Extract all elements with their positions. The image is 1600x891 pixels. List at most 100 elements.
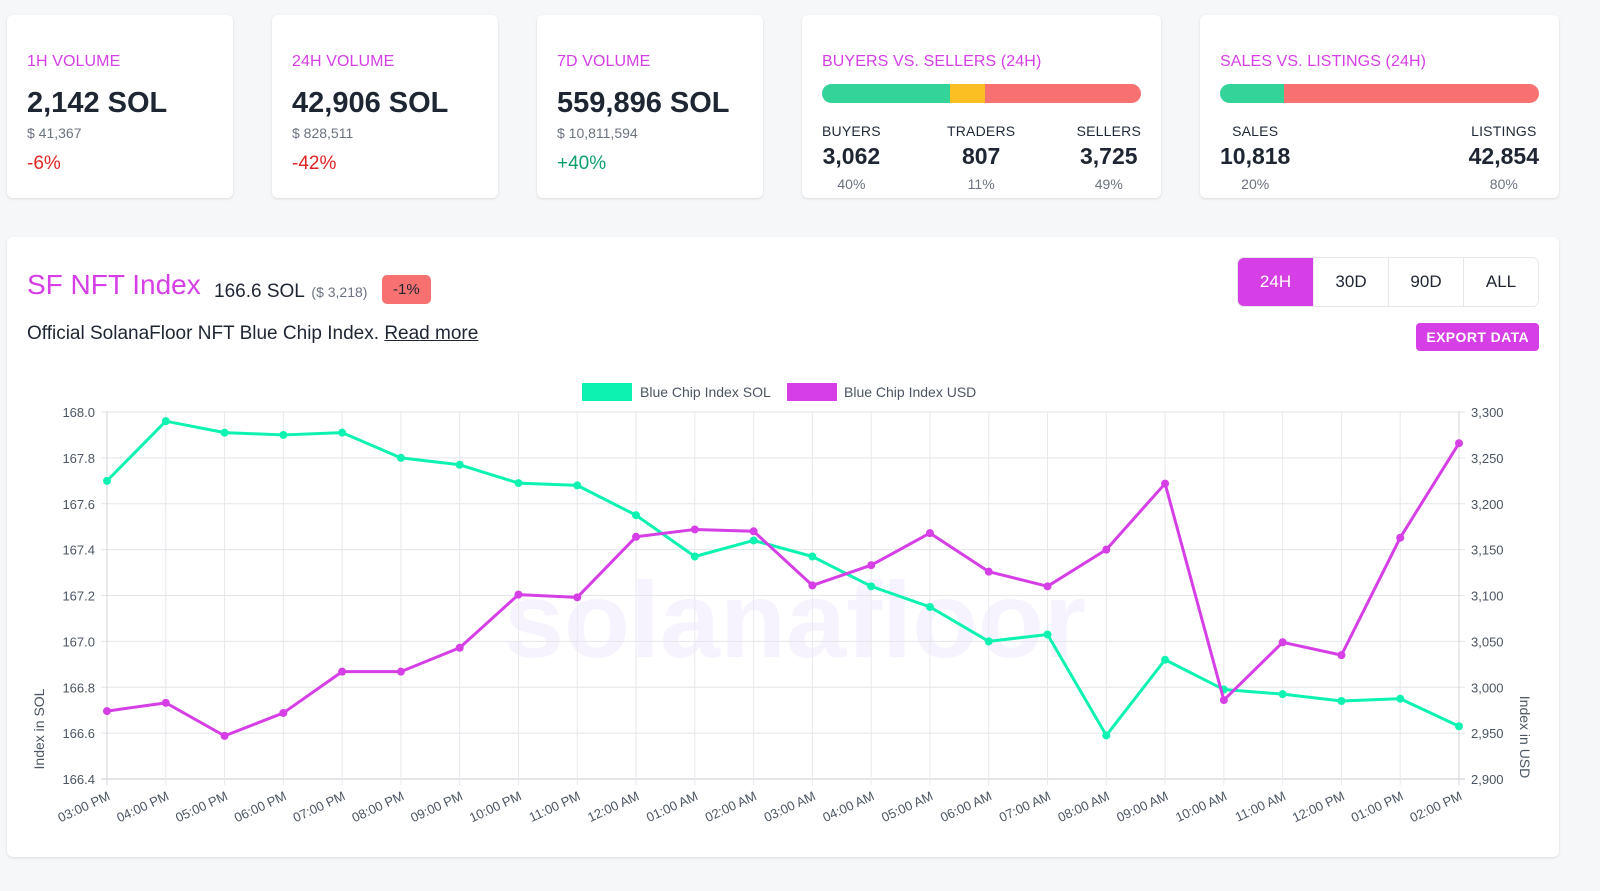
- stat-card-1h-volume: 1H VOLUME 2,142 SOL $ 41,367 -6%: [7, 15, 233, 198]
- sellers-label: SELLERS: [1076, 123, 1141, 139]
- buyers-label: BUYERS: [822, 123, 881, 139]
- y-tick-label-left: 167.0: [62, 634, 95, 649]
- data-point-sol[interactable]: [984, 637, 993, 646]
- data-point-sol[interactable]: [103, 476, 111, 485]
- data-point-sol[interactable]: [1455, 722, 1463, 731]
- y-tick-label-right: 3,150: [1471, 543, 1504, 558]
- x-tick-label: 05:00 AM: [879, 788, 935, 825]
- buyers-pct: 40%: [837, 176, 866, 192]
- data-point-usd[interactable]: [338, 667, 347, 676]
- y-tick-label-left: 167.2: [62, 589, 95, 604]
- index-title: SF NFT Index: [27, 269, 201, 300]
- traders-segment: [949, 84, 985, 103]
- range-button-all[interactable]: ALL: [1463, 258, 1538, 306]
- data-point-usd[interactable]: [1043, 582, 1052, 591]
- data-point-usd[interactable]: [1102, 545, 1111, 554]
- data-point-usd[interactable]: [161, 698, 170, 707]
- time-range-selector: 24H 30D 90D ALL: [1237, 257, 1539, 307]
- data-point-usd[interactable]: [220, 731, 229, 740]
- y-tick-label-right: 3,000: [1471, 680, 1504, 695]
- buyers-value: 3,062: [822, 143, 881, 169]
- data-point-sol[interactable]: [925, 602, 934, 611]
- data-point-sol[interactable]: [573, 481, 582, 490]
- index-line-chart: solanafloor 168.0 167.8 167.6 167.4 167.2 167…: [31, 383, 1533, 825]
- data-point-sol[interactable]: [514, 479, 523, 488]
- data-point-usd[interactable]: [1455, 439, 1463, 448]
- x-tick-label: 04:00 PM: [114, 788, 171, 825]
- traders-column: TRADERS 807 11%: [947, 123, 1015, 192]
- data-point-usd[interactable]: [279, 708, 288, 717]
- data-point-sol[interactable]: [808, 552, 817, 561]
- y-tick-label-left: 166.6: [62, 726, 95, 741]
- index-description-text: Official SolanaFloor NFT Blue Chip Index…: [27, 323, 380, 344]
- data-point-usd[interactable]: [632, 532, 641, 541]
- data-point-sol[interactable]: [632, 511, 641, 520]
- data-point-usd[interactable]: [514, 590, 523, 599]
- x-tick-label: 06:00 PM: [232, 788, 289, 825]
- buyers-vs-sellers-card: BUYERS VS. SELLERS (24H) BUYERS 3,062 40…: [802, 15, 1161, 198]
- data-point-usd[interactable]: [867, 561, 876, 570]
- data-point-sol[interactable]: [279, 430, 288, 439]
- sales-listings-bar: [1220, 84, 1539, 103]
- data-point-sol[interactable]: [1102, 731, 1111, 740]
- series-usd: [103, 439, 1463, 740]
- data-point-sol[interactable]: [749, 536, 758, 545]
- legend-label-usd[interactable]: Blue Chip Index USD: [844, 384, 976, 400]
- data-point-sol[interactable]: [161, 417, 170, 426]
- data-point-usd[interactable]: [1161, 479, 1170, 488]
- range-button-90d[interactable]: 90D: [1388, 258, 1463, 306]
- legend-swatch-usd[interactable]: [787, 383, 837, 401]
- legend-label-sol[interactable]: Blue Chip Index SOL: [640, 384, 771, 400]
- data-point-usd[interactable]: [573, 593, 582, 602]
- listings-label: LISTINGS: [1471, 123, 1537, 139]
- data-point-sol[interactable]: [690, 552, 699, 561]
- data-point-sol[interactable]: [338, 428, 347, 437]
- data-point-usd[interactable]: [396, 667, 405, 676]
- stat-card-7d-volume: 7D VOLUME 559,896 SOL $ 10,811,594 +40%: [537, 15, 763, 198]
- card-title: BUYERS VS. SELLERS (24H): [822, 53, 1042, 70]
- watermark: solanafloor: [504, 559, 1086, 680]
- y-tick-label-left: 166.8: [62, 680, 95, 695]
- data-point-usd[interactable]: [1278, 638, 1287, 647]
- sales-column: SALES 10,818 20%: [1220, 123, 1290, 192]
- data-point-usd[interactable]: [1219, 696, 1228, 705]
- data-point-sol[interactable]: [1043, 630, 1052, 639]
- y-tick-label-left: 167.6: [62, 497, 95, 512]
- y-axis-left: 168.0 167.8 167.6 167.4 167.2 167.0 166.8 166.6…: [62, 405, 95, 787]
- data-point-usd[interactable]: [984, 567, 993, 576]
- data-point-usd[interactable]: [455, 643, 464, 652]
- x-tick-label: 11:00 AM: [1233, 788, 1288, 824]
- range-button-24h[interactable]: 24H: [1238, 258, 1313, 306]
- index-price-usd: ($ 3,218): [311, 284, 368, 300]
- stat-value: 42,906 SOL: [292, 87, 449, 119]
- stat-usd: $ 10,811,594: [557, 125, 638, 141]
- x-tick-label: 02:00 PM: [1407, 788, 1464, 825]
- range-button-30d[interactable]: 30D: [1313, 258, 1388, 306]
- x-tick-label: 01:00 AM: [644, 788, 700, 825]
- data-point-usd[interactable]: [749, 527, 758, 536]
- data-point-sol[interactable]: [1337, 697, 1346, 706]
- listings-column: LISTINGS 42,854 80%: [1469, 123, 1539, 192]
- export-data-button[interactable]: EXPORT DATA: [1416, 323, 1539, 351]
- data-point-sol[interactable]: [867, 582, 876, 591]
- data-point-usd[interactable]: [925, 529, 934, 538]
- data-point-sol[interactable]: [220, 428, 229, 437]
- x-tick-label: 09:00 PM: [408, 788, 465, 825]
- stat-change: -6%: [27, 153, 61, 174]
- read-more-link[interactable]: Read more: [384, 323, 479, 344]
- data-point-sol[interactable]: [1161, 655, 1170, 664]
- data-point-usd[interactable]: [1337, 651, 1346, 660]
- data-point-usd[interactable]: [1396, 533, 1405, 542]
- y-tick-label-left: 167.8: [62, 451, 95, 466]
- data-point-usd[interactable]: [690, 525, 699, 534]
- data-point-sol[interactable]: [1278, 690, 1287, 699]
- data-point-usd[interactable]: [808, 581, 817, 590]
- chart-series: [103, 417, 1463, 740]
- index-description: Official SolanaFloor NFT Blue Chip Index…: [27, 323, 478, 345]
- data-point-usd[interactable]: [103, 707, 111, 716]
- data-point-sol[interactable]: [396, 453, 405, 462]
- data-point-sol[interactable]: [455, 460, 464, 469]
- data-point-sol[interactable]: [1396, 694, 1405, 703]
- listings-pct: 80%: [1489, 176, 1518, 192]
- legend-swatch-sol[interactable]: [582, 383, 632, 401]
